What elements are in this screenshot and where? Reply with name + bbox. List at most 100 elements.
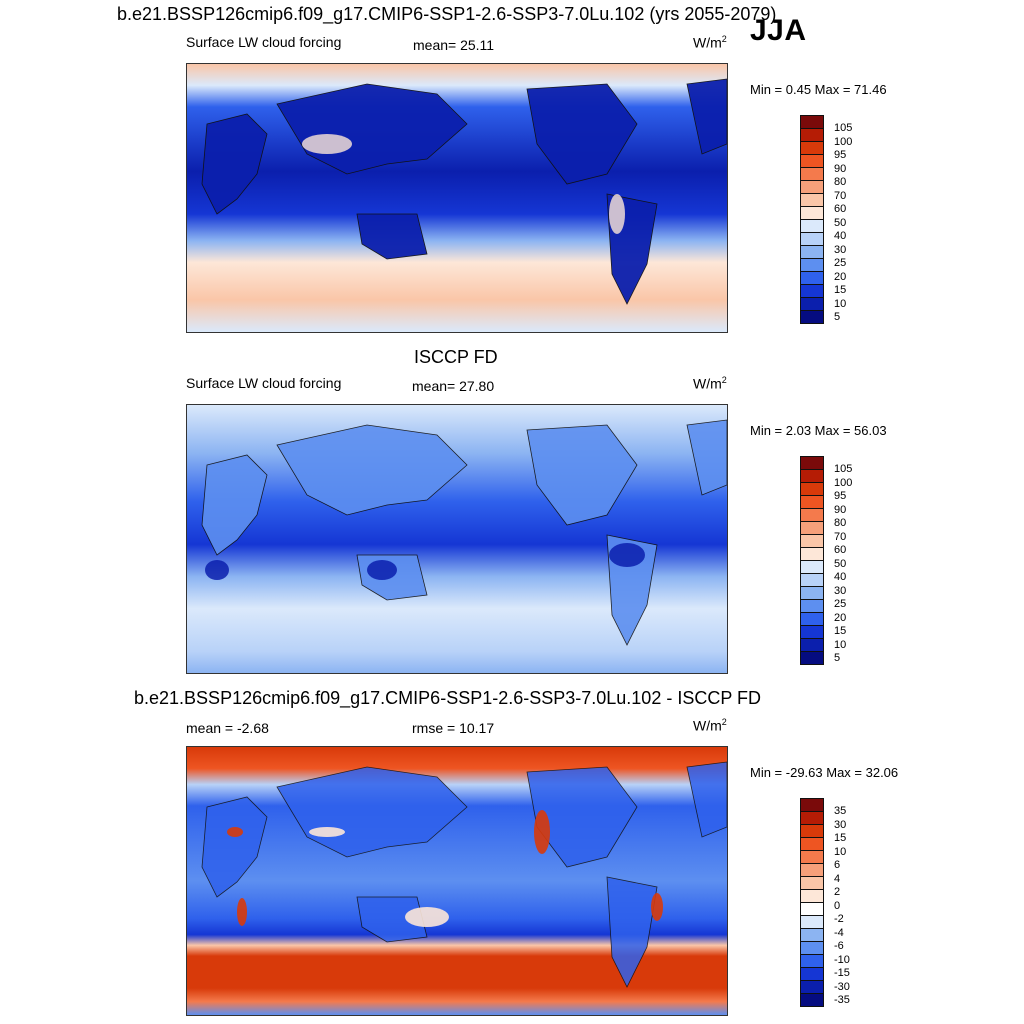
- colorbar-label: 25: [834, 598, 847, 610]
- panel3-mean: mean = -2.68: [186, 720, 269, 736]
- colorbar-label: 100: [834, 476, 853, 489]
- colorbar-label: 5: [834, 652, 841, 664]
- colorbar-swatch: [800, 889, 824, 903]
- colorbar-swatch: [800, 534, 824, 548]
- colorbar-label: 10: [834, 297, 847, 310]
- panel3-rmse: rmse = 10.17: [412, 720, 495, 736]
- colorbar-swatch: [800, 206, 824, 220]
- colorbar-swatch: [800, 547, 824, 561]
- colorbar-swatch: [800, 508, 824, 522]
- panel3-colorbar: [800, 798, 824, 1007]
- colorbar-swatch: [800, 928, 824, 942]
- colorbar-swatch: [800, 941, 824, 955]
- colorbar-label: 40: [834, 571, 847, 583]
- colorbar-swatch: [800, 495, 824, 509]
- colorbar-swatch: [800, 612, 824, 626]
- panel1-variable: Surface LW cloud forcing: [186, 34, 342, 50]
- colorbar-label: -2: [834, 913, 844, 925]
- panel2-colorbar: [800, 456, 824, 665]
- season-label: JJA: [750, 14, 807, 47]
- colorbar-swatch: [800, 193, 824, 207]
- panel3-minmax: Min = -29.63 Max = 32.06: [750, 765, 899, 780]
- colorbar-label: 15: [834, 284, 847, 296]
- colorbar-swatch: [800, 586, 824, 600]
- panel2-units: W/m2: [693, 375, 727, 392]
- colorbar-swatch: [800, 245, 824, 259]
- panel2-minmax: Min = 2.03 Max = 56.03: [750, 423, 887, 438]
- colorbar-label: 40: [834, 230, 847, 242]
- colorbar-swatch: [800, 167, 824, 181]
- colorbar-swatch: [800, 876, 824, 890]
- panel2-variable: Surface LW cloud forcing: [186, 375, 342, 391]
- colorbar-label: 60: [834, 544, 847, 556]
- colorbar-swatch: [800, 310, 824, 324]
- panel3-continents: [201, 761, 727, 988]
- colorbar-swatch: [800, 219, 824, 233]
- colorbar-label: 50: [834, 557, 847, 570]
- colorbar-label: 95: [834, 490, 847, 502]
- colorbar-label: 20: [834, 611, 847, 624]
- colorbar-swatch: [800, 128, 824, 142]
- panel2-heading: ISCCP FD: [414, 347, 498, 367]
- colorbar-swatch: [800, 482, 824, 496]
- colorbar-label: 20: [834, 270, 847, 283]
- colorbar-label: -15: [834, 967, 850, 979]
- colorbar-label: 2: [834, 886, 841, 898]
- colorbar-swatch: [800, 863, 824, 877]
- colorbar-label: 15: [834, 832, 847, 844]
- panel1-mean: mean= 25.11: [413, 37, 495, 53]
- colorbar-label: 100: [834, 135, 853, 148]
- panel2-mean: mean= 27.80: [412, 378, 495, 394]
- colorbar-label: 25: [834, 257, 847, 269]
- colorbar-label: 6: [834, 859, 841, 871]
- colorbar-label: 30: [834, 243, 847, 256]
- colorbar-swatch: [800, 837, 824, 851]
- colorbar-label: 10: [834, 638, 847, 651]
- panel1-colorbar: [800, 115, 824, 324]
- colorbar-swatch: [800, 798, 824, 812]
- colorbar-label: 90: [834, 503, 847, 516]
- plot-title: b.e21.BSSP126cmip6.f09_g17.CMIP6-SSP1-2.…: [117, 4, 777, 24]
- panel1-map: [186, 63, 728, 333]
- colorbar-swatch: [800, 180, 824, 194]
- colorbar-swatch: [800, 811, 824, 825]
- colorbar-label: 5: [834, 311, 841, 323]
- colorbar-swatch: [800, 850, 824, 864]
- colorbar-swatch: [800, 993, 824, 1007]
- colorbar-label: 30: [834, 584, 847, 597]
- colorbar-swatch: [800, 560, 824, 574]
- colorbar-label: 60: [834, 203, 847, 215]
- colorbar-label: -35: [834, 994, 850, 1006]
- panel1-units: W/m2: [693, 34, 727, 51]
- colorbar-label: -30: [834, 980, 850, 993]
- colorbar-swatch: [800, 521, 824, 535]
- colorbar-swatch: [800, 625, 824, 639]
- colorbar-label: 90: [834, 162, 847, 175]
- colorbar-swatch: [800, 284, 824, 298]
- colorbar-swatch: [800, 638, 824, 652]
- colorbar-label: 70: [834, 189, 847, 202]
- colorbar-label: -4: [834, 926, 844, 939]
- colorbar-swatch: [800, 599, 824, 613]
- colorbar-label: -6: [834, 940, 844, 952]
- panel3-map: [186, 746, 728, 1016]
- colorbar-label: 0: [834, 899, 841, 912]
- panel2-map: [186, 404, 728, 674]
- colorbar-label: 10: [834, 845, 847, 858]
- panel3-units: W/m2: [693, 717, 727, 734]
- colorbar-swatch: [800, 271, 824, 285]
- colorbar-swatch: [800, 651, 824, 665]
- colorbar-label: 95: [834, 149, 847, 161]
- colorbar-swatch: [800, 469, 824, 483]
- colorbar-swatch: [800, 573, 824, 587]
- colorbar-swatch: [800, 915, 824, 929]
- panel2-continents: [201, 419, 727, 646]
- colorbar-label: 4: [834, 872, 841, 885]
- colorbar-label: 105: [834, 122, 853, 134]
- colorbar-swatch: [800, 824, 824, 838]
- colorbar-label: -10: [834, 953, 850, 966]
- colorbar-label: 105: [834, 463, 853, 475]
- colorbar-label: 15: [834, 625, 847, 637]
- colorbar-swatch: [800, 258, 824, 272]
- colorbar-swatch: [800, 115, 824, 129]
